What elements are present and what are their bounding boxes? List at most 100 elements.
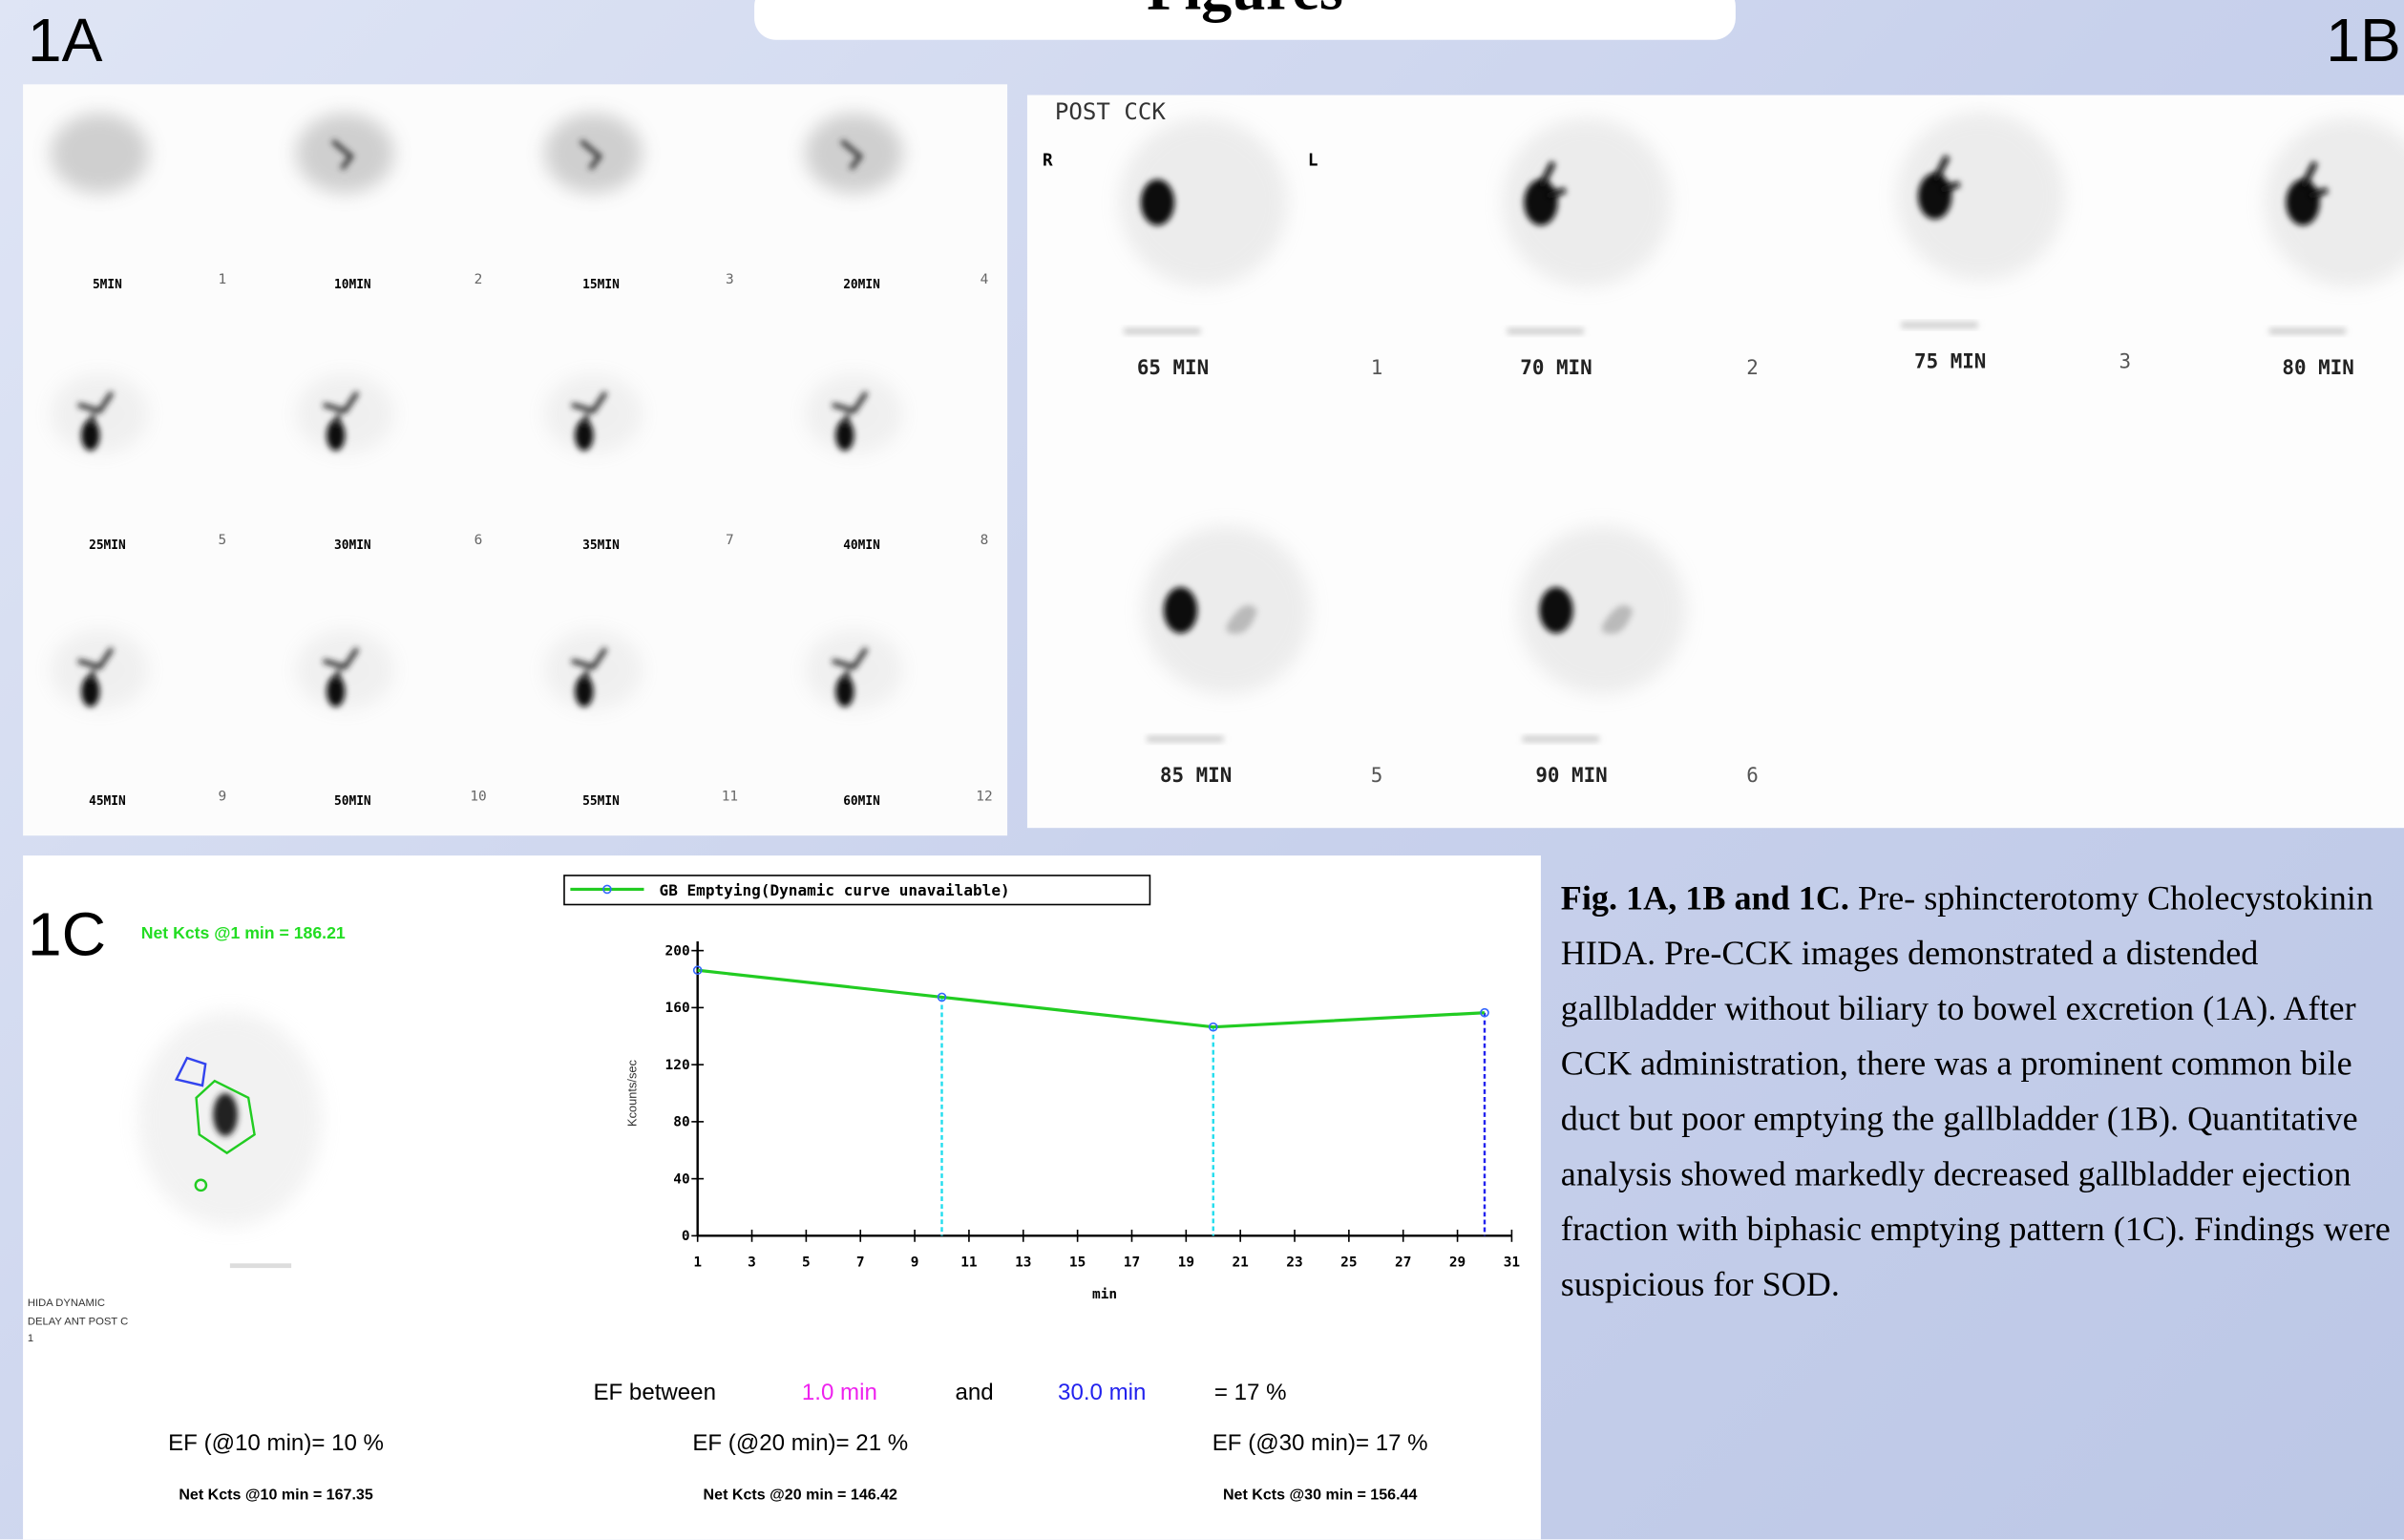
heading: POST CCK [1055,98,1166,125]
frame-time: 70 MIN [1520,356,1592,379]
collimator-edge [1508,328,1584,334]
frame-time: 10MIN [334,278,371,292]
collimator-edge [2269,328,2346,334]
caption: Fig. 1A, 1B and 1C. Pre- sphincterotomy … [1561,871,2401,1312]
title: Figures [1147,0,1343,23]
frame-index: 3 [726,272,734,287]
ef-value: EF (@10 min)= 10 % [168,1430,384,1456]
panel-1a-image [23,84,1007,835]
frame-index: 6 [1746,764,1759,787]
caption-text: Pre- sphincterotomy Cholecystokinin HIDA… [1561,878,2391,1303]
net-counts: Net Kcts @10 min = 167.35 [179,1487,372,1504]
ef-value: EF (@20 min)= 21 % [692,1430,908,1456]
liver-uptake [296,374,394,454]
slide: Figures 1A 1B 1C 5MIN110MIN215MIN320MIN4… [0,0,2404,1539]
frame-time: 90 MIN [1535,764,1607,787]
gallbladder [213,1093,238,1136]
collimator-edge [1523,736,1599,742]
frame-index: 3 [2119,349,2131,372]
y-tick-label: 0 [682,1229,690,1244]
ef-summary: 1.0 min [802,1380,877,1405]
net-counts: Net Kcts @20 min = 146.42 [704,1487,897,1504]
frame-index: 2 [1746,356,1759,379]
y-tick-label: 120 [665,1058,690,1073]
frame-number: 1 [28,1333,33,1344]
liver-uptake [544,630,643,710]
x-tick-label: 1 [693,1255,702,1270]
gallbladder [1141,179,1174,225]
x-tick-label: 29 [1449,1255,1466,1270]
liver-uptake [544,374,643,454]
frame-time: 40MIN [843,538,880,553]
marker-r: R [1043,151,1053,170]
gallbladder [1539,587,1572,633]
frame-time: 50MIN [334,794,371,809]
ef-value: EF (@30 min)= 17 % [1213,1430,1428,1456]
liver-uptake [51,630,149,710]
frame-time: 65 MIN [1137,356,1209,379]
liver-uptake [51,114,149,194]
x-tick-label: 11 [960,1255,977,1270]
liver-uptake [51,374,149,454]
frame-index: 2 [474,272,483,287]
x-tick-label: 13 [1015,1255,1031,1270]
frame-time: 25MIN [89,538,126,553]
frame-time: 60MIN [843,794,880,809]
x-tick-label: 17 [1124,1255,1140,1270]
study-view: DELAY ANT POST C [28,1316,128,1327]
x-tick-label: 27 [1395,1255,1411,1270]
x-tick-label: 9 [911,1255,919,1270]
frame-time: 55MIN [582,794,620,809]
frame-index: 11 [722,789,738,804]
liver-uptake [805,374,903,454]
frame-index: 1 [219,272,227,287]
y-axis-label: Kcounts/sec [624,1059,639,1126]
x-tick-label: 15 [1069,1255,1086,1270]
frame-index: 5 [1371,764,1383,787]
liver-uptake [296,630,394,710]
liver-uptake [805,630,903,710]
frame-index: 12 [976,789,992,804]
ef-summary: EF between [593,1380,715,1405]
frame-time: 35MIN [582,538,620,553]
collimator-edge [230,1263,291,1268]
y-tick-label: 160 [665,1001,690,1016]
frame-index: 9 [219,789,227,804]
x-tick-label: 5 [802,1255,811,1270]
panel-label: 1B [2326,6,2401,74]
frame-time: 15MIN [582,278,620,292]
y-tick-label: 200 [665,943,690,959]
frame-time: 80 MIN [2282,356,2353,379]
frame-time: 75 MIN [1914,349,1986,372]
y-tick-label: 40 [673,1171,689,1187]
study-name: HIDA DYNAMIC [28,1297,105,1309]
x-tick-label: 21 [1232,1255,1248,1270]
x-axis-label: min [1092,1287,1117,1302]
frame-time: 5MIN [93,278,122,292]
frame-index: 10 [470,789,486,804]
y-tick-label: 80 [673,1115,689,1130]
x-tick-label: 23 [1286,1255,1302,1270]
frame-time: 85 MIN [1160,764,1232,787]
legend-label: GB Emptying(Dynamic curve unavailable) [660,881,1010,899]
x-tick-label: 25 [1340,1255,1357,1270]
ef-summary: = 17 % [1214,1380,1287,1405]
caption-lead: Fig. 1A, 1B and 1C. [1561,878,1849,917]
gallbladder [1164,587,1197,633]
collimator-edge [1901,322,1977,327]
frame-index: 1 [1371,356,1383,379]
frame-time: 45MIN [89,794,126,809]
collimator-edge [1124,328,1200,334]
x-tick-label: 31 [1504,1255,1520,1270]
panel-label: 1C [28,899,106,968]
frame-index: 4 [981,272,989,287]
net-counts: Net Kcts @30 min = 156.44 [1223,1487,1417,1504]
frame-time: 30MIN [334,538,371,553]
marker-l: L [1308,151,1318,170]
x-tick-label: 3 [748,1255,756,1270]
x-tick-label: 19 [1178,1255,1194,1270]
frame-index: 7 [726,533,734,548]
frame-index: 6 [474,533,483,548]
ef-summary: 30.0 min [1058,1380,1146,1405]
ef-summary: and [955,1380,993,1405]
